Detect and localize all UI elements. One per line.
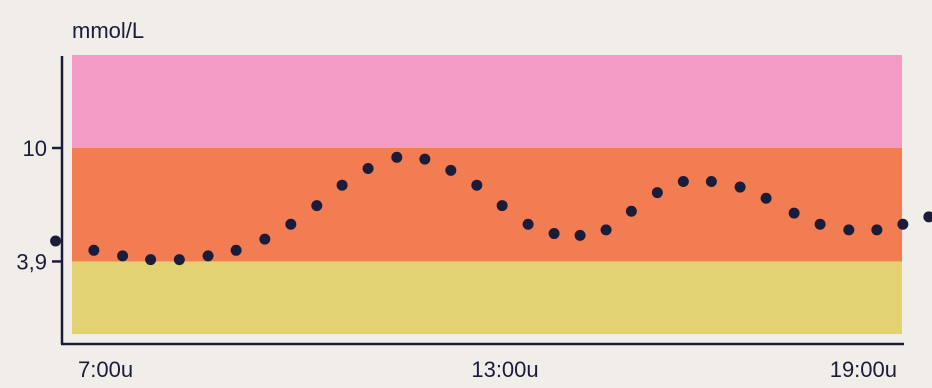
data-point (285, 218, 297, 230)
x-tick-label-0: 7:00u (78, 357, 133, 382)
data-point (788, 207, 800, 219)
data-point (625, 205, 637, 217)
data-point (173, 254, 185, 266)
data-point (705, 175, 717, 187)
data-point (574, 229, 586, 241)
data-point (843, 224, 855, 236)
data-point (496, 200, 508, 212)
data-point (734, 181, 746, 193)
data-point (117, 250, 129, 262)
data-point (391, 151, 403, 163)
data-point (311, 200, 323, 212)
data-point (259, 233, 271, 245)
range-band-0 (72, 55, 902, 148)
data-point (471, 179, 483, 191)
data-point (548, 228, 560, 240)
y-tick-label-1: 10 (23, 136, 47, 161)
data-point (522, 218, 534, 230)
y-axis-unit-label: mmol/L (72, 18, 144, 43)
data-point (230, 244, 242, 256)
data-point (651, 187, 663, 199)
data-point (202, 250, 214, 262)
data-point (871, 224, 883, 236)
data-point (145, 254, 157, 266)
data-point (760, 192, 772, 204)
data-point (362, 162, 374, 174)
data-point (50, 235, 62, 247)
data-point (600, 224, 612, 236)
data-point (445, 164, 457, 176)
x-tick-label-2: 19:00u (830, 357, 897, 382)
data-point (88, 244, 100, 256)
range-band-2 (72, 261, 902, 334)
data-point (814, 218, 826, 230)
data-point (923, 211, 932, 223)
y-tick-label-0: 3,9 (16, 249, 47, 274)
data-point (677, 175, 689, 187)
data-point (897, 218, 909, 230)
x-tick-label-1: 13:00u (471, 357, 538, 382)
data-point (419, 153, 431, 165)
data-point (336, 179, 348, 191)
range-band-1 (72, 148, 902, 262)
